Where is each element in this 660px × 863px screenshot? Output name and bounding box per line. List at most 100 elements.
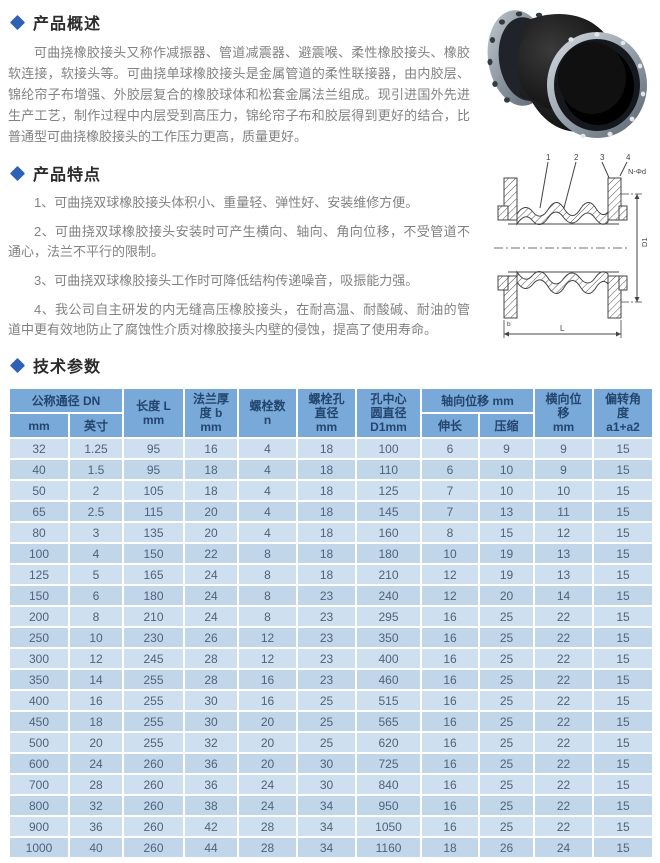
table-cell: 44 [183, 836, 240, 859]
table-row: 150 6 180 24 8 23 240 12 20 14 15 [8, 584, 655, 607]
table-cell: 25 [478, 710, 536, 733]
diamond-icon [9, 14, 26, 30]
table-cell: 165 [122, 563, 186, 586]
table-cell: 26 [478, 836, 536, 859]
table-cell: 16 [420, 710, 481, 733]
specs-title: 技术参数 [33, 359, 102, 376]
table-cell: 9 [533, 458, 595, 481]
table-cell: 725 [355, 752, 423, 775]
table-cell: 25 [478, 752, 536, 775]
table-cell: 260 [122, 794, 186, 817]
table-cell: 23 [296, 647, 358, 670]
table-cell: 32 [67, 794, 125, 817]
table-cell: 40 [67, 836, 125, 859]
table-cell: 25 [478, 668, 536, 691]
table-cell: 10 [420, 542, 481, 565]
table-row: 350 14 255 28 16 23 460 16 25 22 15 [8, 668, 655, 691]
table-cell: 6 [67, 584, 125, 607]
table-cell: 16 [67, 689, 125, 712]
table-row: 80 3 135 20 4 18 160 8 15 12 15 [8, 521, 655, 544]
table-cell: 350 [8, 668, 70, 691]
table-cell: 400 [8, 689, 70, 712]
table-cell: 400 [355, 647, 423, 670]
table-cell: 24 [183, 584, 240, 607]
table-cell: 115 [122, 500, 186, 523]
table-cell: 18 [296, 563, 358, 586]
table-cell: 15 [592, 479, 655, 502]
feature-item: 2、可曲挠双球橡胶接头安装时可产生横向、轴向、角向位移，不受管道不通心，法兰不平… [8, 224, 470, 259]
table-row: 900 36 260 42 28 34 1050 16 25 22 15 [8, 815, 655, 838]
table-cell: 1.25 [67, 437, 125, 460]
table-cell: 18 [183, 458, 240, 481]
table-cell: 10 [533, 479, 595, 502]
table-cell: 18 [420, 836, 481, 859]
table-cell: 32 [8, 437, 70, 460]
table-cell: 260 [122, 836, 186, 859]
table-cell: 180 [355, 542, 423, 565]
table-cell: 15 [478, 521, 536, 544]
table-cell: 18 [296, 521, 358, 544]
table-cell: 800 [8, 794, 70, 817]
table-cell: 105 [122, 479, 186, 502]
table-cell: 100 [355, 437, 423, 460]
table-cell: 16 [420, 815, 481, 838]
table-cell: 24 [183, 605, 240, 628]
table-cell: 9 [533, 437, 595, 460]
table-cell: 30 [183, 689, 240, 712]
table-cell: 4 [237, 521, 299, 544]
table-cell: 22 [533, 773, 595, 796]
feature-item: 3、可曲挠双球橡胶接头工作时可降低结构传递噪音，吸振能力强。 [34, 273, 419, 288]
table-cell: 15 [592, 521, 655, 544]
table-cell: 15 [592, 605, 655, 628]
table-cell: 230 [122, 626, 186, 649]
table-cell: 295 [355, 605, 423, 628]
table-cell: 16 [420, 731, 481, 754]
table-cell: 16 [237, 689, 299, 712]
header-length: 长度 L mm [122, 387, 186, 439]
table-cell: 65 [8, 500, 70, 523]
table-cell: 255 [122, 689, 186, 712]
table-cell: 12 [237, 626, 299, 649]
bolt-spec-label: N-Φd [628, 167, 646, 176]
table-cell: 38 [183, 794, 240, 817]
table-row: 200 8 210 24 8 23 295 16 25 22 15 [8, 605, 655, 628]
table-row: 65 2.5 115 20 4 18 145 7 13 11 15 [8, 500, 655, 523]
diamond-icon [9, 165, 26, 181]
table-cell: 8 [237, 605, 299, 628]
table-cell: 450 [8, 710, 70, 733]
table-cell: 13 [478, 500, 536, 523]
table-cell: 28 [237, 815, 299, 838]
table-cell: 25 [296, 689, 358, 712]
part-label-4: 4 [626, 153, 631, 162]
table-cell: 15 [592, 668, 655, 691]
table-cell: 22 [533, 731, 595, 754]
table-cell: 18 [67, 710, 125, 733]
table-cell: 950 [355, 794, 423, 817]
table-cell: 15 [592, 836, 655, 859]
table-cell: 30 [296, 752, 358, 775]
table-cell: 16 [183, 437, 240, 460]
table-cell: 40 [8, 458, 70, 481]
table-cell: 180 [122, 584, 186, 607]
table-cell: 20 [237, 731, 299, 754]
table-row: 600 24 260 36 20 30 725 16 25 22 15 [8, 752, 655, 775]
header-bolt-hole-dia: 螺栓孔 直径 mm [296, 387, 358, 439]
table-cell: 15 [592, 626, 655, 649]
table-cell: 4 [237, 500, 299, 523]
header-lateral: 横向位 移 mm [533, 387, 595, 439]
table-cell: 20 [237, 710, 299, 733]
table-cell: 15 [592, 437, 655, 460]
spec-table-header: 公称通径 DN 长度 L mm 法兰厚 度 b mm 螺栓数 n 螺栓孔 直径 … [7, 387, 655, 439]
part-label-2: 2 [574, 153, 579, 162]
table-cell: 34 [296, 836, 358, 859]
table-cell: 15 [592, 815, 655, 838]
table-cell: 700 [8, 773, 70, 796]
table-row: 1000 40 260 44 28 34 1160 18 26 24 15 [8, 836, 655, 859]
table-cell: 255 [122, 710, 186, 733]
table-cell: 4 [237, 479, 299, 502]
table-cell: 515 [355, 689, 423, 712]
table-cell: 565 [355, 710, 423, 733]
table-cell: 13 [533, 542, 595, 565]
table-cell: 12 [420, 584, 481, 607]
table-cell: 20 [478, 584, 536, 607]
